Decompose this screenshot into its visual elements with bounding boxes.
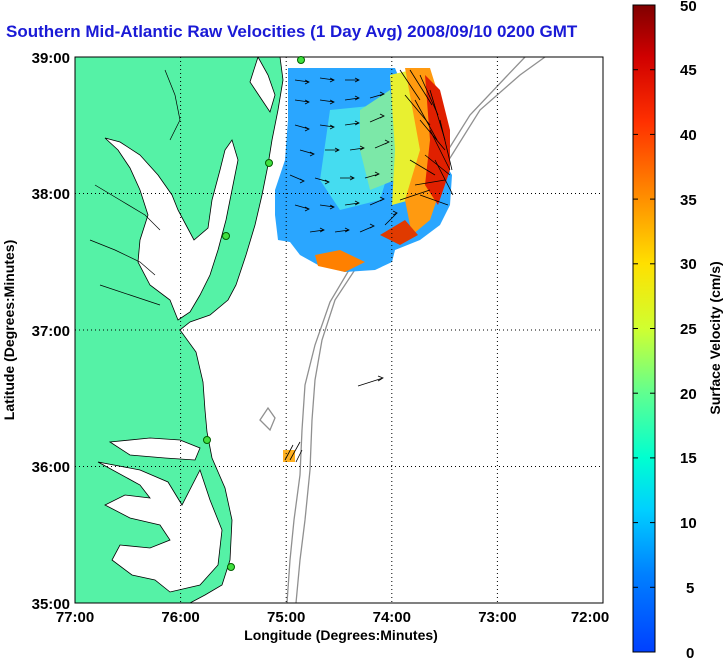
pamlico-sound (97, 461, 223, 593)
station-marker (222, 232, 230, 240)
radar-stations (203, 56, 305, 571)
colorbar-label: Surface Velocity (cm/s) (707, 261, 723, 414)
colorbar-tick-label: 40 (680, 127, 697, 144)
y-tick-label: 37:00 (32, 323, 70, 340)
colorbar-ticks (633, 4, 655, 653)
y-tick-label: 36:00 (32, 459, 70, 476)
isobath-3 (259, 406, 276, 432)
isobath-2 (286, 57, 526, 603)
colorbar-tick-label: 15 (680, 450, 697, 467)
x-tick-label: 73:00 (478, 609, 516, 626)
velocity-orange-south (315, 250, 365, 272)
y-tick-label: 38:00 (32, 186, 70, 203)
colorbar-tick-label: 20 (680, 386, 697, 403)
x-tick-label: 77:00 (56, 609, 94, 626)
river (164, 69, 181, 141)
y-tick-label: 39:00 (32, 50, 70, 67)
colorbar-tick-label: 30 (680, 256, 697, 273)
station-marker (265, 159, 273, 167)
colorbar-tick-labels: 50 45 40 35 30 25 20 15 10 5 0 (680, 0, 697, 659)
x-axis-label: Longitude (Degrees:Minutes) (244, 627, 438, 643)
river (89, 239, 156, 276)
grid-lines (75, 57, 603, 603)
colorbar-tick-label: 50 (680, 0, 697, 15)
velocity-red-south (380, 220, 418, 245)
station-marker (203, 436, 211, 444)
colorbar-tick-label: 25 (680, 321, 697, 338)
station-marker (227, 563, 235, 571)
station-marker (297, 56, 305, 64)
velocity-arrows (284, 69, 454, 463)
chart-title: Southern Mid-Atlantic Raw Velocities (1 … (6, 22, 578, 41)
x-tick-label: 76:00 (161, 609, 199, 626)
y-tick-label: 35:00 (32, 596, 70, 613)
albemarle-sound (108, 437, 201, 461)
x-axis-ticks: 77:00 76:00 75:00 74:00 73:00 72:00 (56, 609, 609, 626)
y-axis-ticks: 39:00 38:00 37:00 36:00 35:00 (32, 50, 70, 613)
x-tick-label: 72:00 (571, 609, 609, 626)
colorbar-tick-label: 0 (686, 645, 694, 659)
x-tick-label: 75:00 (267, 609, 305, 626)
colorbar-tick-label: 35 (680, 192, 697, 209)
colorbar-tick-label: 45 (680, 62, 697, 79)
velocity-green (360, 90, 400, 190)
delaware-bay (249, 57, 276, 113)
colorbar-tick-label: 5 (686, 580, 694, 597)
y-axis-label: Latitude (Degrees:Minutes) (1, 240, 17, 420)
isobath-1 (295, 57, 546, 603)
x-tick-label: 74:00 (373, 609, 411, 626)
river (94, 184, 161, 231)
colorbar-tick-label: 10 (680, 515, 697, 532)
river (99, 284, 161, 306)
chesapeake-bay (104, 137, 239, 321)
